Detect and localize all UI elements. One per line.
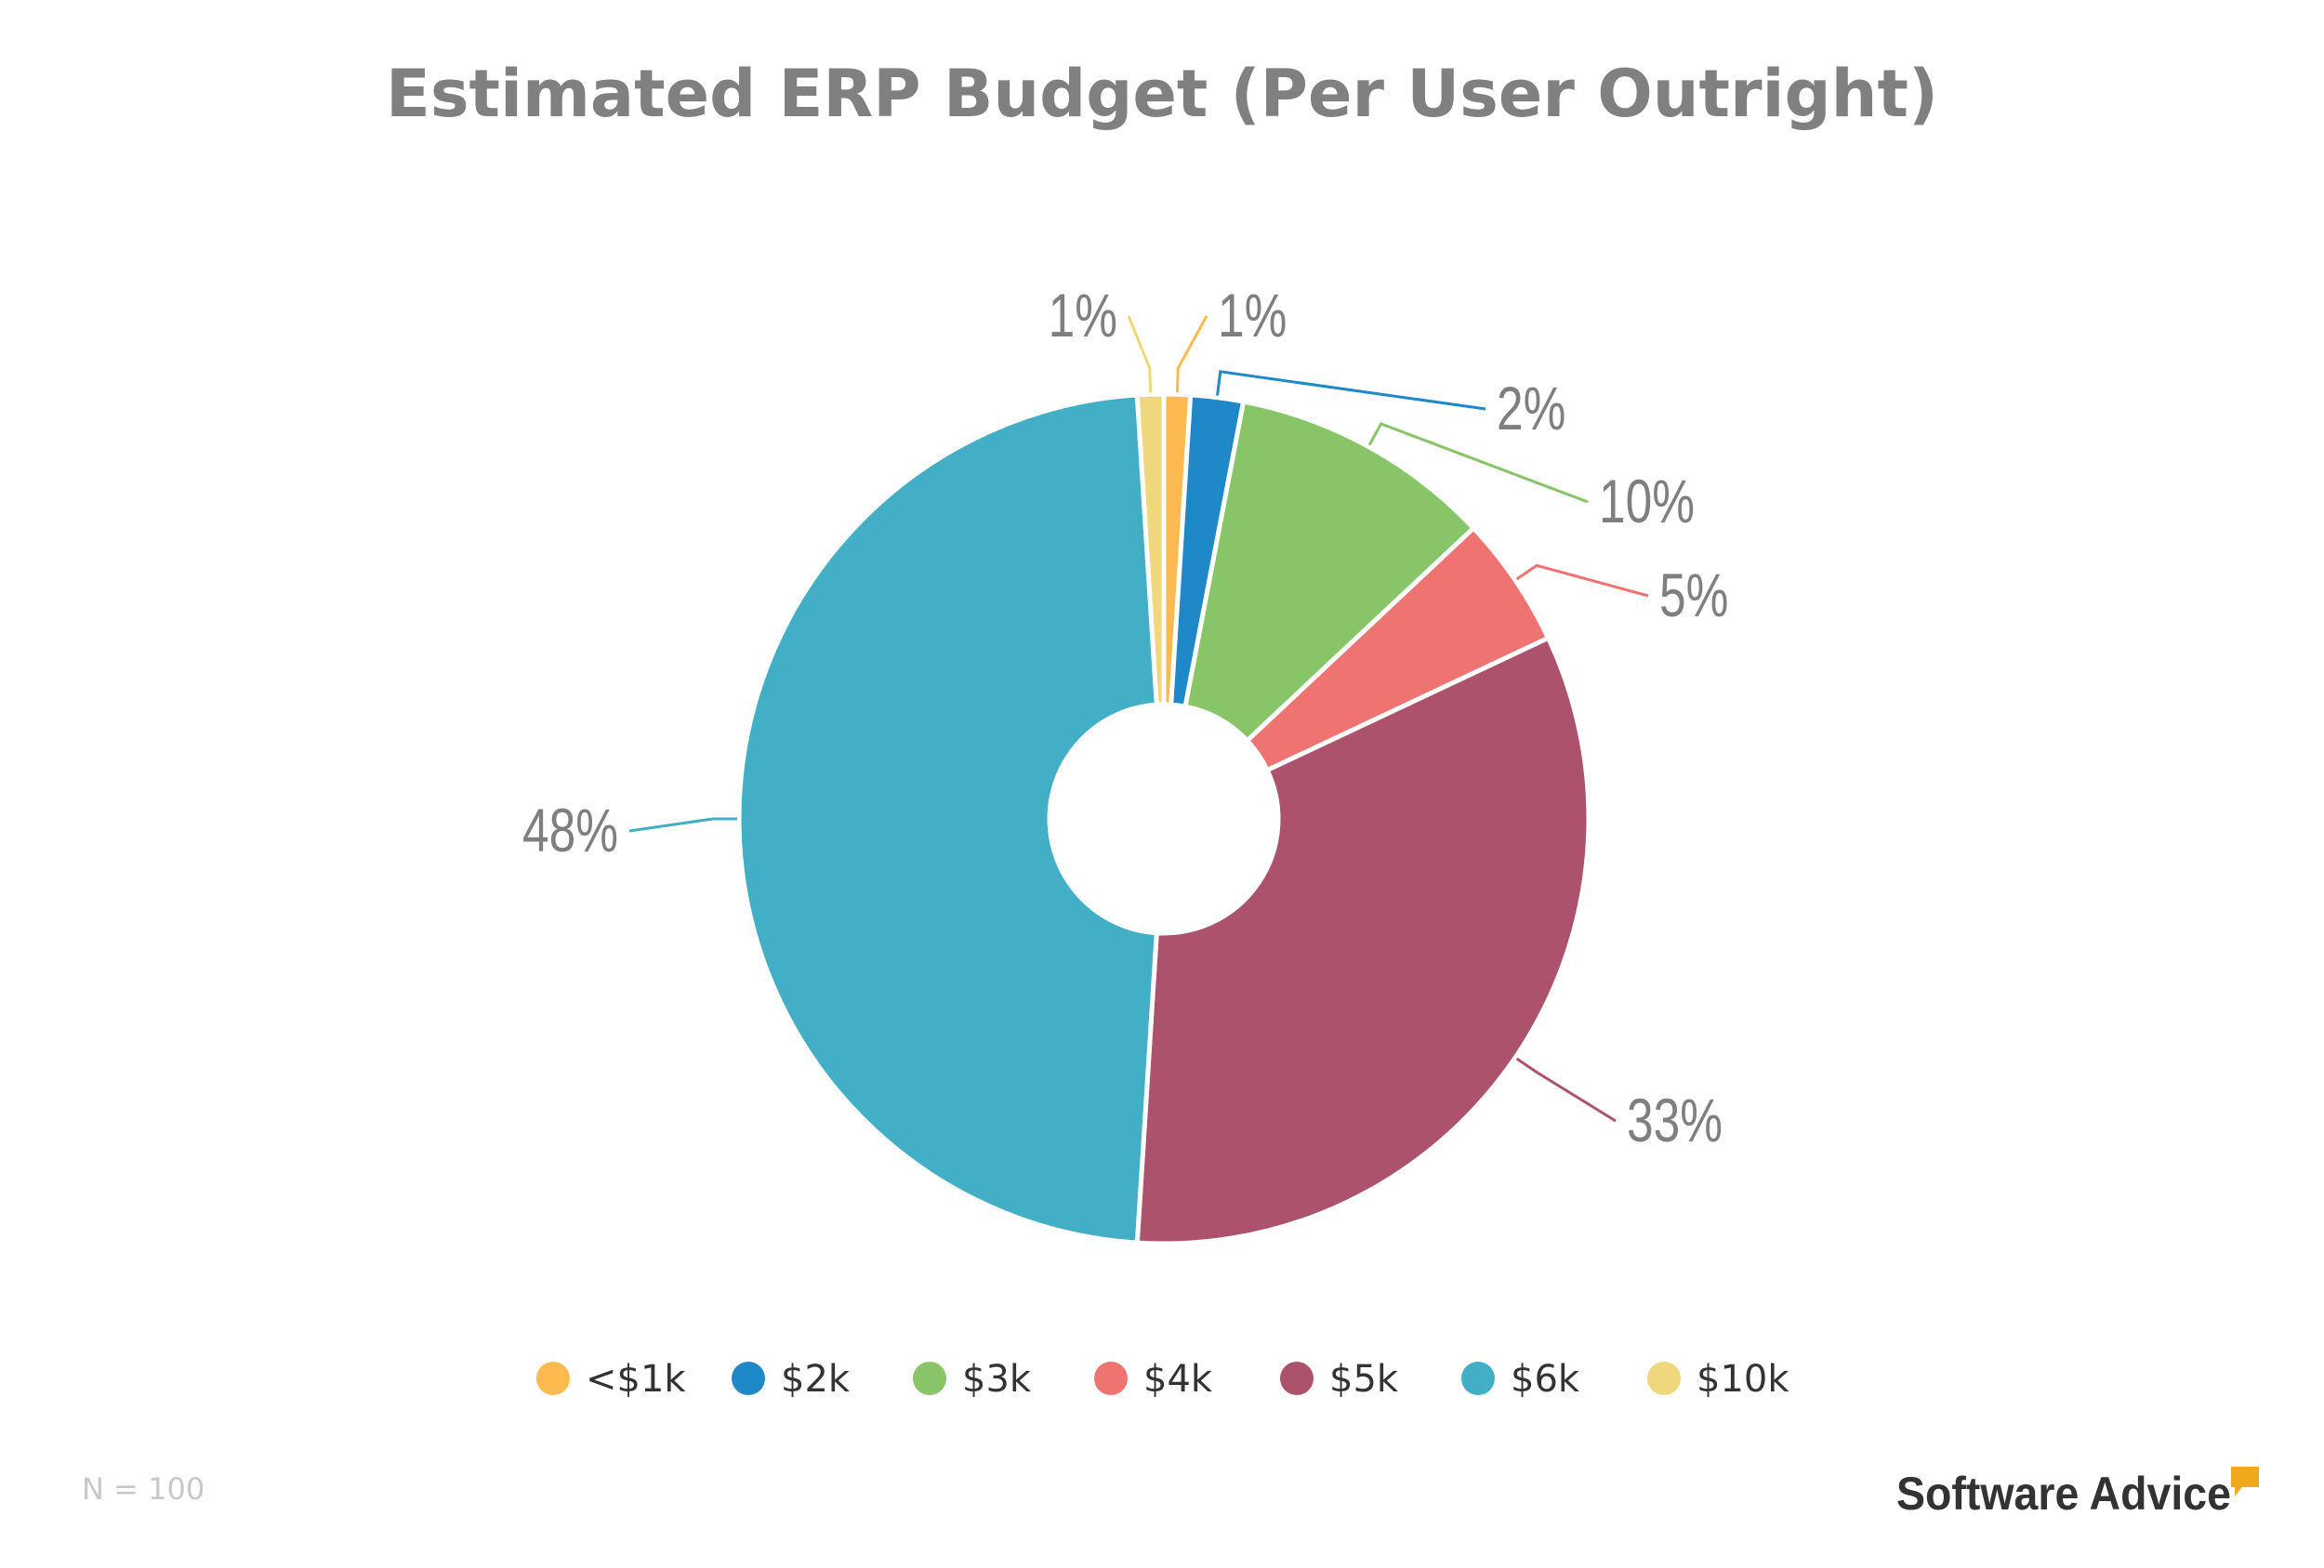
leader-line [1367, 422, 1589, 504]
legend-label: $4k [1143, 1358, 1213, 1401]
slice-$5k [1134, 635, 1591, 1246]
legend-item: $2k [732, 1358, 851, 1401]
legend-swatch [536, 1362, 570, 1395]
data-label: 10% [1599, 467, 1695, 536]
speech-bubble-icon [2231, 1467, 2259, 1496]
data-label: 1% [1218, 281, 1287, 350]
legend-swatch [732, 1362, 765, 1395]
leader-line [628, 817, 737, 833]
slice-$6k [736, 392, 1159, 1245]
data-label: 33% [1627, 1086, 1723, 1155]
legend-swatch [913, 1362, 946, 1395]
svg-text:Software Advice: Software Advice [1896, 1468, 2231, 1520]
data-label: 48% [522, 796, 618, 865]
legend-label: $10k [1697, 1358, 1789, 1401]
data-label: 2% [1497, 374, 1565, 443]
leader-line [1216, 370, 1486, 411]
legend-item: $3k [913, 1358, 1032, 1401]
legend-item: <$1k [536, 1358, 686, 1401]
legend-item: $6k [1461, 1358, 1580, 1401]
legend-item: $5k [1280, 1358, 1399, 1401]
leader-line [1127, 315, 1153, 393]
slice-$10k [1134, 391, 1167, 707]
leader-line [1515, 563, 1649, 598]
leader-line [1175, 315, 1208, 393]
slices [736, 391, 1591, 1246]
sample-size-note: N = 100 [82, 1471, 205, 1507]
legend-swatch [1647, 1362, 1681, 1395]
legend-label: $5k [1329, 1358, 1399, 1401]
legend-label: $6k [1511, 1358, 1580, 1401]
software-advice-logo: Software Advice [1896, 1467, 2259, 1520]
data-label: 1% [1049, 281, 1117, 350]
legend-swatch [1280, 1362, 1314, 1395]
chart-title: Estimated ERP Budget (Per User Outright) [386, 56, 1938, 132]
legend-label: $2k [781, 1358, 851, 1401]
legend-item: $10k [1647, 1358, 1789, 1401]
data-labels: 1% 2% 10% 5% 33% 48% 1% [522, 281, 1728, 1155]
legend-swatch [1461, 1362, 1495, 1395]
legend: <$1k $2k $3k $4k $5k $6k $10k [536, 1358, 1789, 1401]
legend-swatch [1094, 1362, 1128, 1395]
legend-item: $4k [1094, 1358, 1213, 1401]
legend-label: <$1k [586, 1358, 686, 1401]
slice-$3k [1182, 399, 1477, 744]
legend-label: $3k [962, 1358, 1032, 1401]
data-label: 5% [1659, 560, 1728, 630]
leader-line [1515, 1057, 1617, 1123]
